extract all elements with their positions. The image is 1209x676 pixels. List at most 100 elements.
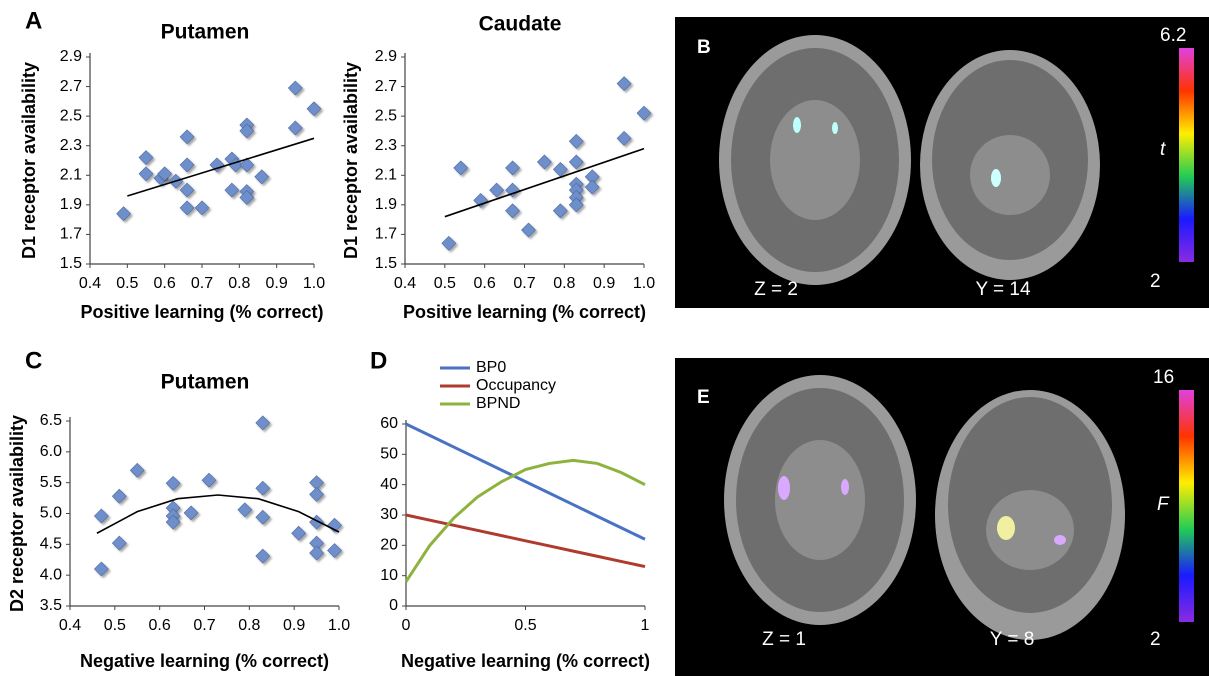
point (292, 526, 306, 540)
slice-label: Z = 1 (762, 629, 806, 650)
x-tick-label: 0.9 (266, 275, 288, 292)
point (569, 134, 583, 148)
point (490, 183, 504, 197)
activation (841, 479, 849, 495)
y-tick-label: 40 (380, 476, 398, 493)
legend-label: Occupancy (476, 377, 556, 394)
point (310, 487, 324, 501)
slice-label: Z = 2 (754, 279, 798, 300)
x-tick-label: 0.9 (283, 617, 305, 634)
point (454, 161, 468, 175)
x-tick-label: 0.8 (553, 275, 575, 292)
colorbar-label: t (1160, 139, 1166, 160)
point (180, 158, 194, 172)
y-axis-label: D1 receptor availability (19, 62, 39, 259)
x-tick-label: 1.0 (303, 275, 325, 292)
y-tick-label: 1.7 (375, 226, 397, 243)
point (139, 151, 153, 165)
x-axis-label: Positive learning (% correct) (80, 302, 323, 322)
x-tick-label: 0.5 (434, 275, 456, 292)
axial-deep (770, 100, 860, 220)
point (585, 180, 599, 194)
point (94, 562, 108, 576)
figure: B Z = 2 Y = 14 6.2 t 2 E Z = 1 Y = 8 16 … (0, 0, 1209, 676)
chart-title: Caudate (479, 13, 562, 36)
point (256, 510, 270, 524)
panel-letter: D (370, 347, 387, 374)
legend-label: BPND (476, 395, 520, 412)
x-axis-label: Negative learning (% correct) (80, 651, 329, 671)
point (130, 463, 144, 477)
legend-label: BP0 (476, 359, 506, 376)
y-axis-label: D2 receptor availability (7, 415, 27, 612)
activation (991, 169, 1001, 187)
point (117, 207, 131, 221)
point (288, 81, 302, 95)
point (537, 155, 551, 169)
x-tick-label: 0.9 (593, 275, 615, 292)
y-tick-label: 6.5 (40, 412, 62, 429)
point (553, 162, 567, 176)
x-tick-label: 0 (402, 617, 411, 634)
point (442, 236, 456, 250)
y-tick-label: 5.5 (40, 474, 62, 491)
point (310, 515, 324, 529)
point (139, 167, 153, 181)
panel-letter: E (697, 387, 710, 408)
chart-title: Putamen (161, 371, 250, 394)
point (307, 102, 321, 116)
y-tick-label: 2.9 (60, 48, 82, 65)
y-tick-label: 20 (380, 537, 398, 554)
colorbar-label: F (1157, 494, 1170, 515)
point (553, 204, 567, 218)
y-tick-label: 1.7 (60, 226, 82, 243)
activation (778, 476, 790, 500)
x-tick-label: 0.5 (104, 617, 126, 634)
point (180, 183, 194, 197)
point (569, 155, 583, 169)
y-axis-label: D1 receptor availability (341, 62, 361, 259)
point (112, 536, 126, 550)
y-tick-label: 4.5 (40, 536, 62, 553)
x-tick-label: 1.0 (633, 275, 655, 292)
y-tick-label: 6.0 (40, 443, 62, 460)
point (195, 201, 209, 215)
colorbar-min: 2 (1150, 629, 1161, 650)
slice-label: Y = 8 (990, 629, 1035, 650)
activation (793, 117, 801, 133)
x-tick-label: 0.4 (79, 275, 101, 292)
x-tick-label: 0.6 (474, 275, 496, 292)
y-tick-label: 5.0 (40, 505, 62, 522)
y-tick-label: 60 (380, 415, 398, 432)
point (521, 223, 535, 237)
point (617, 77, 631, 91)
y-tick-label: 2.1 (60, 167, 82, 184)
activation (1054, 535, 1066, 545)
activation (997, 516, 1015, 540)
y-tick-label: 1.9 (375, 196, 397, 213)
point (328, 544, 342, 558)
y-tick-label: 4.0 (40, 566, 62, 583)
point (256, 481, 270, 495)
x-tick-label: 0.4 (59, 617, 81, 634)
colorbar (1179, 390, 1194, 622)
y-tick-label: 2.7 (375, 78, 397, 95)
x-tick-label: 0.5 (116, 275, 138, 292)
brain-panel-b: B Z = 2 Y = 14 6.2 t 2 (675, 17, 1209, 308)
coronal-deep (970, 135, 1050, 215)
point (637, 106, 651, 120)
point (256, 549, 270, 563)
point (180, 201, 194, 215)
y-tick-label: 2.5 (60, 107, 82, 124)
panel-letter: C (25, 347, 42, 374)
x-tick-label: 0.8 (228, 275, 250, 292)
y-tick-label: 1.5 (60, 255, 82, 272)
colorbar-max: 16 (1153, 367, 1174, 388)
y-tick-label: 1.5 (375, 255, 397, 272)
axial-deep (775, 440, 865, 560)
slice-label: Y = 14 (975, 279, 1031, 300)
y-tick-label: 1.9 (60, 196, 82, 213)
y-tick-label: 2.9 (375, 48, 397, 65)
point (238, 503, 252, 517)
x-tick-label: 0.6 (154, 275, 176, 292)
